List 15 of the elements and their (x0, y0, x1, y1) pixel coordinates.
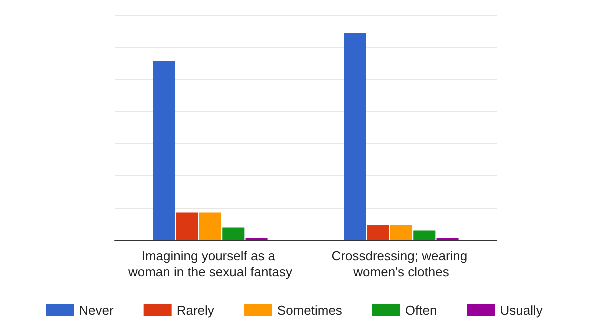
bar (199, 212, 222, 240)
x-tick-label: Imagining yourself as a woman in the sexual fantasy (127, 248, 294, 280)
bar (176, 212, 198, 240)
legend-label: Sometimes (277, 303, 343, 318)
bar (414, 230, 436, 240)
bar (222, 228, 245, 240)
legend-label: Often (405, 303, 438, 318)
legend-label: Never (79, 303, 115, 318)
bar (344, 33, 366, 240)
x-tick-label: Crossdressing; wearing women's clothes (332, 248, 472, 280)
legend-label: Rarely (176, 303, 215, 318)
legend-label: Usually (500, 303, 544, 318)
bar (153, 62, 176, 240)
bar (367, 225, 390, 240)
bar (390, 225, 413, 240)
